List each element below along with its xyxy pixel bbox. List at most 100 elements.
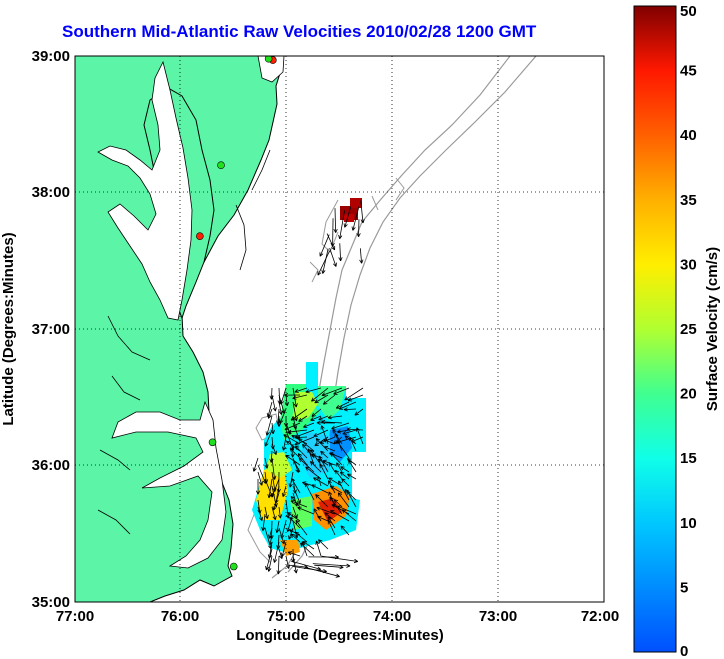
velocity-vector xyxy=(351,206,360,231)
velocity-vector xyxy=(294,445,308,459)
velocity-vector xyxy=(330,452,343,466)
lon-tick-label: 77:00 xyxy=(56,608,94,625)
velocity-vector xyxy=(271,443,277,456)
velocity-vector xyxy=(257,471,263,486)
velocity-vector xyxy=(255,478,261,495)
velocity-vector xyxy=(304,566,340,578)
velocity-vector xyxy=(275,520,280,533)
velocity-vector xyxy=(329,485,343,494)
velocity-vector xyxy=(336,462,343,473)
colorbar-tick-label: 50 xyxy=(680,3,697,20)
velocity-vector xyxy=(313,429,329,437)
velocity-vector xyxy=(338,210,346,240)
velocity-vector xyxy=(340,525,350,536)
velocity-vector xyxy=(311,387,329,402)
velocity-vector xyxy=(340,466,350,473)
velocity-vector xyxy=(261,513,266,531)
velocity-vector xyxy=(320,450,329,459)
velocity-vector xyxy=(292,485,301,504)
velocity-vector xyxy=(292,506,298,519)
map-grid xyxy=(75,56,604,602)
velocity-vector xyxy=(329,247,337,267)
colorbar xyxy=(633,5,677,653)
velocity-vector xyxy=(333,387,350,395)
colorbar-tick-label: 15 xyxy=(680,450,697,467)
velocity-vector xyxy=(331,422,350,430)
velocity-vector xyxy=(346,473,357,480)
velocity-vector xyxy=(290,533,301,543)
velocity-vector xyxy=(289,516,301,529)
lon-tick-label: 73:00 xyxy=(479,608,517,625)
colorbar-tick-label: 5 xyxy=(680,579,688,596)
velocity-vector xyxy=(338,480,350,501)
velocity-vector xyxy=(321,387,343,397)
velocity-vector xyxy=(292,555,298,574)
velocity-vector xyxy=(356,219,361,238)
velocity-vector xyxy=(346,427,364,432)
radar-station-marker xyxy=(229,562,238,571)
lat-tick-label: 37:00 xyxy=(32,321,70,338)
colorbar-tick-label: 30 xyxy=(680,256,697,273)
velocity-vector xyxy=(343,407,357,412)
velocity-vector xyxy=(286,513,294,533)
velocity-vector xyxy=(339,471,350,480)
velocity-vector xyxy=(281,485,287,497)
velocity-vector xyxy=(285,454,301,466)
lon-tick-label: 72:00 xyxy=(581,608,619,625)
velocity-vector xyxy=(311,408,322,417)
velocity-vector xyxy=(310,415,322,421)
velocity-vector xyxy=(323,446,336,452)
lat-tick-label: 35:00 xyxy=(32,594,70,611)
radar-station-marker xyxy=(196,232,204,240)
velocity-vector xyxy=(334,432,343,452)
velocity-vector xyxy=(329,496,343,515)
isobath-offshore xyxy=(309,177,405,283)
velocity-vector xyxy=(278,548,284,559)
velocity-vector xyxy=(318,539,329,550)
velocity-vector xyxy=(330,510,350,522)
page-title: Southern Mid-Atlantic Raw Velocities 201… xyxy=(62,22,537,41)
velocity-vector xyxy=(317,250,331,276)
velocity-vector xyxy=(360,200,365,224)
velocity-vector xyxy=(327,516,336,529)
velocity-vector xyxy=(265,415,273,436)
velocity-vector xyxy=(271,478,280,498)
plot-frame xyxy=(74,55,605,603)
velocity-vector xyxy=(327,520,336,536)
colorbar-tick-label: 10 xyxy=(680,515,697,532)
velocity-vector xyxy=(287,551,301,557)
velocity-vector xyxy=(297,506,315,515)
lat-tick-label: 36:00 xyxy=(32,457,70,474)
velocity-vector xyxy=(272,492,280,511)
velocity-vector xyxy=(356,427,364,445)
velocity-vector xyxy=(359,248,364,264)
velocity-vector xyxy=(267,555,273,572)
velocity-vector xyxy=(287,512,301,522)
colorbar-tick-label: 35 xyxy=(680,192,697,209)
velocity-vector xyxy=(322,394,336,405)
velocity-vector xyxy=(268,527,273,539)
velocity-vector xyxy=(300,542,315,557)
colorbar-tick-label: 40 xyxy=(680,127,697,144)
velocity-vector xyxy=(290,495,301,508)
colorbar-label: Surface Velocity (cm/s) xyxy=(704,247,721,411)
velocity-vector xyxy=(312,563,351,568)
velocity-vector xyxy=(278,527,286,545)
velocity-vector xyxy=(289,448,301,459)
velocity-vector xyxy=(292,394,308,400)
velocity-vector xyxy=(342,429,357,435)
velocity-vector xyxy=(328,462,336,473)
colorbar-tick-label: 0 xyxy=(680,643,688,659)
velocity-vector xyxy=(332,429,343,445)
velocity-vector xyxy=(315,494,329,508)
velocity-vector xyxy=(338,401,357,410)
velocity-vector xyxy=(337,505,357,515)
velocity-vector xyxy=(344,435,357,445)
velocity-vector xyxy=(349,436,357,452)
velocity-vector xyxy=(294,531,308,543)
velocity-vector xyxy=(298,415,308,422)
velocity-vectors xyxy=(252,200,365,578)
velocity-vector xyxy=(318,455,329,473)
velocity-vector xyxy=(326,233,336,251)
velocity-vector xyxy=(294,387,308,393)
